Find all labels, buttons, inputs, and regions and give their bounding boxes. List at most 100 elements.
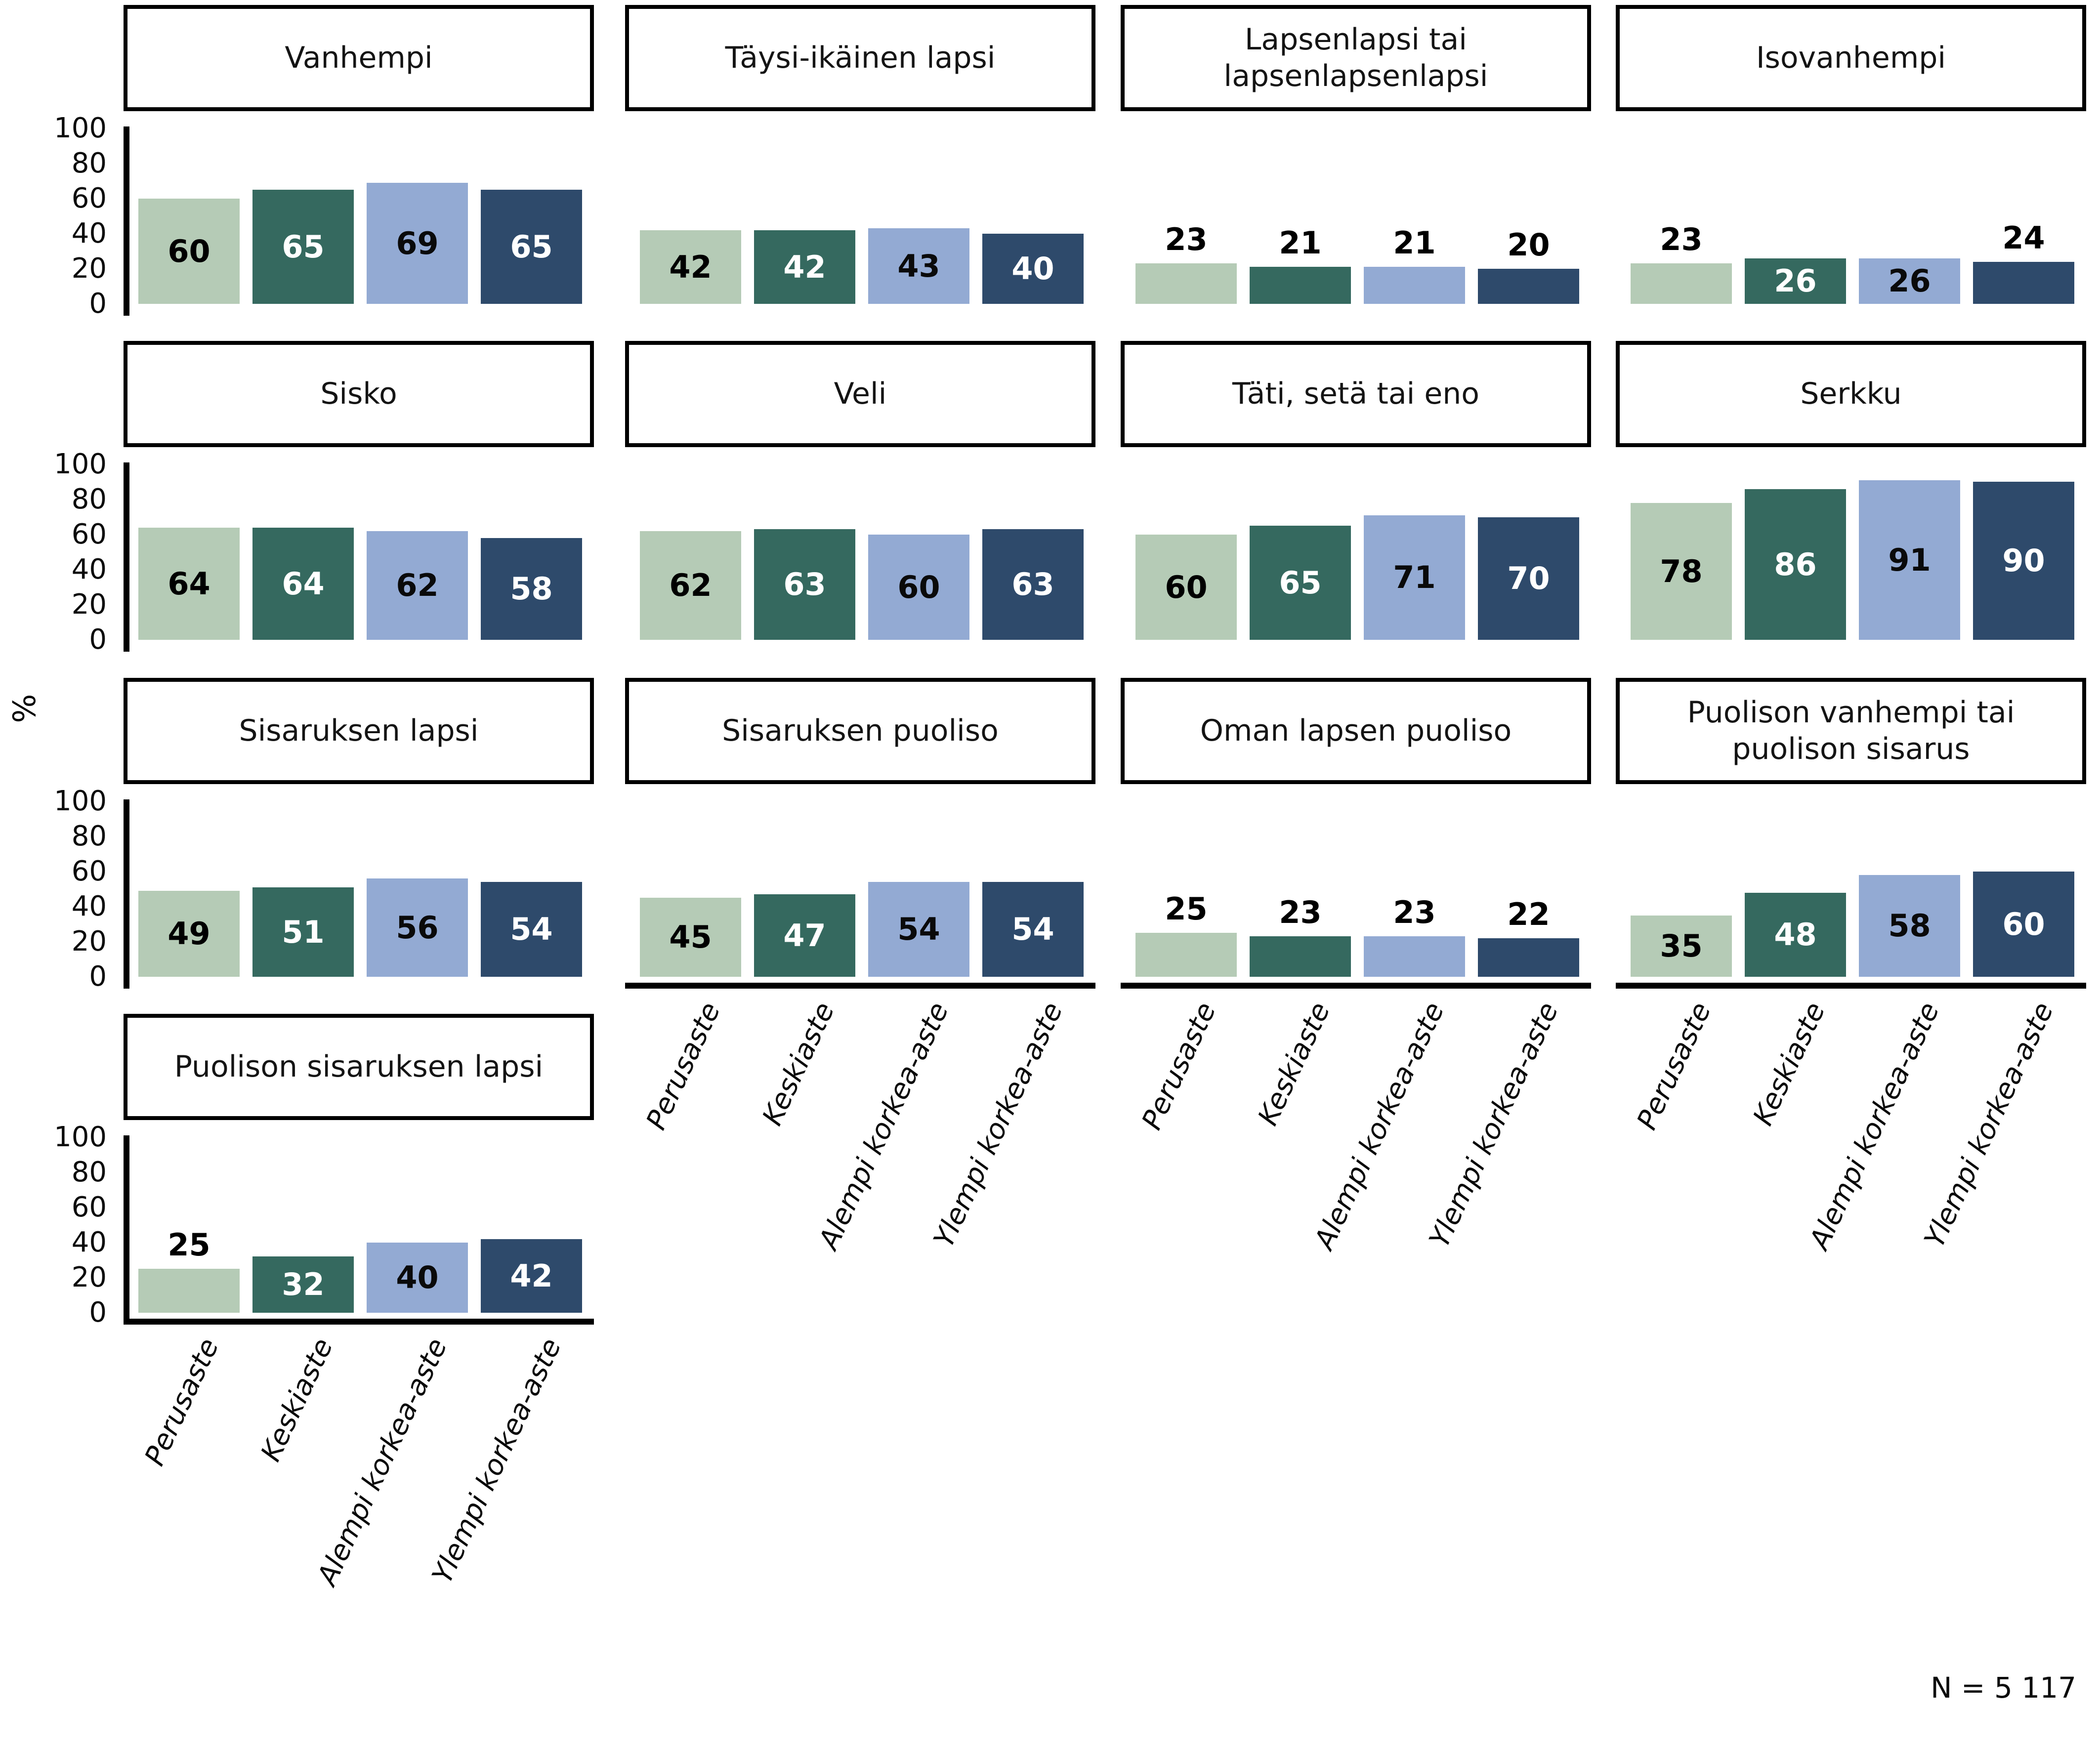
bar-value-label: 26 bbox=[1888, 263, 1931, 299]
bar-value-label: 54 bbox=[897, 911, 940, 947]
bar-value-label: 78 bbox=[1660, 553, 1703, 589]
bar-value-label: 42 bbox=[783, 249, 826, 285]
bar-value-label: 65 bbox=[282, 228, 325, 265]
bar-value-label: 47 bbox=[783, 917, 826, 954]
bar-value-label: 25 bbox=[1165, 891, 1208, 927]
bar-value-label: 51 bbox=[282, 914, 325, 950]
facet-title-box: Serkku bbox=[1616, 341, 2086, 447]
y-tick-label: 60 bbox=[71, 182, 107, 214]
facet-title-box: Sisaruksen puoliso bbox=[625, 678, 1095, 784]
facet-title-box: Sisaruksen lapsi bbox=[124, 678, 594, 784]
facet-title-box: Puolison vanhempi tai puolison sisarus bbox=[1616, 678, 2086, 784]
facet-plot: 25 Perusaste 23 Keskiaste 23 Alempi korkea-as… bbox=[1121, 801, 1591, 1254]
bar-alempi-korkea-aste bbox=[367, 878, 468, 977]
bar-value-label: 54 bbox=[510, 911, 553, 947]
facet-title-box: Täysi-ikäinen lapsi bbox=[625, 5, 1095, 111]
bar-value-label: 62 bbox=[669, 567, 712, 603]
bar-ylempi-korkea-aste bbox=[982, 234, 1084, 304]
facet-title-box: Lapsenlapsi tai lapsenlapsenlapsi bbox=[1121, 5, 1591, 111]
bar-value-label: 64 bbox=[168, 565, 210, 602]
bar-keskiaste bbox=[754, 529, 855, 640]
bar-ylempi-korkea-aste bbox=[481, 1239, 582, 1313]
bar-alempi-korkea-aste bbox=[367, 531, 468, 640]
y-tick-label: 0 bbox=[89, 1296, 107, 1329]
bar-value-label: 63 bbox=[783, 566, 826, 602]
bar-value-label: 65 bbox=[1279, 564, 1322, 601]
x-tick-label: Ylempi korkea-aste bbox=[1423, 998, 1565, 1252]
bar-value-label: 60 bbox=[2002, 906, 2045, 942]
facet-title: Sisaruksen lapsi bbox=[239, 713, 479, 748]
x-tick-label: Keskiaste bbox=[254, 1333, 339, 1466]
y-tick-label: 40 bbox=[71, 1226, 107, 1258]
bar-value-label: 49 bbox=[168, 916, 210, 952]
facet-title: Oman lapsen puoliso bbox=[1200, 713, 1512, 748]
facet-title: Puolison vanhempi tai puolison sisarus bbox=[1687, 695, 2015, 766]
bar-value-label: 71 bbox=[1393, 559, 1436, 595]
bar-ylempi-korkea-aste bbox=[481, 190, 582, 304]
y-axis-label: % bbox=[6, 694, 42, 723]
bar-value-label: 91 bbox=[1888, 542, 1931, 578]
bar-keskiaste bbox=[1250, 526, 1351, 640]
bar-value-label: 26 bbox=[1774, 263, 1817, 299]
x-tick-label: Alempi korkea-aste bbox=[311, 1333, 454, 1590]
bar-value-label: 43 bbox=[897, 248, 940, 284]
facet-title: Täti, setä tai eno bbox=[1232, 376, 1479, 411]
facet-plot: 0 20 40 60 80 100 60 65 69 65 bbox=[54, 113, 594, 319]
y-tick-label: 60 bbox=[71, 855, 107, 887]
bar-keskiaste bbox=[1745, 489, 1846, 640]
bar-value-label: 24 bbox=[2002, 220, 2045, 256]
bar-value-label: 69 bbox=[396, 225, 439, 261]
x-tick-label: Keskiaste bbox=[1746, 998, 1832, 1130]
bar-value-label: 58 bbox=[1888, 908, 1931, 944]
bar-value-label: 64 bbox=[282, 565, 325, 602]
bar-value-label: 23 bbox=[1393, 894, 1436, 930]
bar-value-label: 86 bbox=[1774, 546, 1817, 583]
x-tick-label: Alempi korkea-aste bbox=[1308, 998, 1451, 1254]
bar-value-label: 56 bbox=[396, 909, 439, 946]
x-axis-spine bbox=[1616, 983, 2086, 989]
bar-ylempi-korkea-aste bbox=[982, 529, 1084, 640]
facet-title: Vanhempi bbox=[285, 40, 433, 75]
facet-title-box: Vanhempi bbox=[124, 5, 594, 111]
x-tick-label: Ylempi korkea-aste bbox=[927, 998, 1069, 1252]
bar-value-label: 40 bbox=[396, 1259, 439, 1295]
x-axis-spine bbox=[124, 1319, 594, 1325]
bar-value-label: 60 bbox=[897, 569, 940, 605]
bar-alempi-korkea-aste bbox=[868, 535, 969, 640]
bar-perusaste bbox=[138, 1269, 240, 1313]
bar-ylempi-korkea-aste bbox=[1478, 269, 1579, 304]
bar-alempi-korkea-aste bbox=[868, 882, 969, 977]
facet-title: Sisaruksen puoliso bbox=[722, 713, 999, 748]
bar-value-label: 54 bbox=[1011, 911, 1054, 947]
y-tick-label: 0 bbox=[89, 288, 107, 320]
x-tick-label: Alempi korkea-aste bbox=[812, 998, 955, 1254]
y-axis-spine bbox=[124, 799, 129, 989]
facet-title: Puolison sisaruksen lapsi bbox=[174, 1049, 544, 1084]
bar-perusaste bbox=[1631, 503, 1732, 640]
bar-value-label: 63 bbox=[1011, 566, 1054, 602]
bar-value-label: 40 bbox=[1011, 250, 1054, 287]
y-axis-spine bbox=[124, 126, 129, 316]
bar-keskiaste bbox=[252, 528, 354, 640]
y-tick-label: 100 bbox=[54, 448, 107, 480]
bar-value-label: 90 bbox=[2002, 542, 2045, 579]
bar-perusaste bbox=[138, 891, 240, 977]
y-tick-label: 80 bbox=[71, 147, 107, 179]
bar-perusaste bbox=[138, 199, 240, 304]
bar-value-label: 60 bbox=[168, 233, 210, 269]
bar-alempi-korkea-aste bbox=[1364, 267, 1465, 304]
x-tick-label: Perusaste bbox=[138, 1333, 225, 1471]
y-tick-label: 80 bbox=[71, 1156, 107, 1188]
bar-ylempi-korkea-aste bbox=[1973, 872, 2074, 977]
facet-title-box: Sisko bbox=[124, 341, 594, 447]
facet-plot: 60 65 71 70 bbox=[1121, 464, 1591, 640]
bar-value-label: 23 bbox=[1660, 221, 1703, 257]
facet-plot: 23 21 21 20 bbox=[1121, 128, 1591, 304]
facet-title-box: Veli bbox=[625, 341, 1095, 447]
bar-alempi-korkea-aste bbox=[367, 1243, 468, 1313]
bar-perusaste bbox=[1631, 916, 1732, 977]
x-tick-label: Perusaste bbox=[1630, 998, 1718, 1135]
bar-keskiaste bbox=[252, 887, 354, 977]
bar-value-label: 23 bbox=[1279, 894, 1322, 930]
facet-title: Sisko bbox=[320, 376, 397, 411]
